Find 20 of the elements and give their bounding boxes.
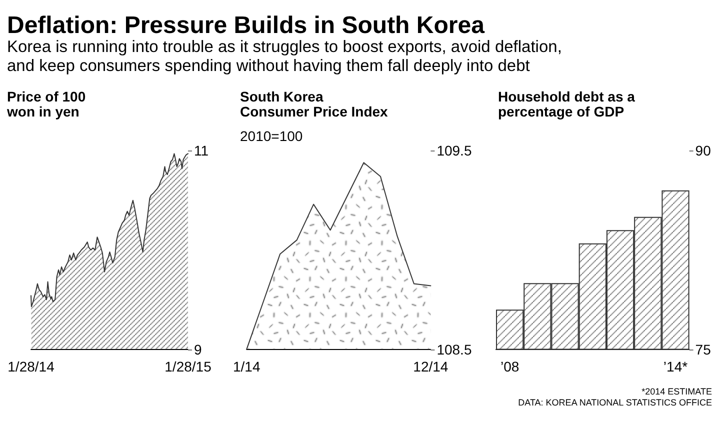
- text: Deflation: Pressure Builds in South Korea: [7, 12, 484, 40]
- chart-title: Price of 100 won in yen: [6, 88, 90, 120]
- chart-subtitle: 2010=100: [240, 128, 303, 144]
- chart-title: Household debt as a percentage of GDP: [498, 88, 639, 120]
- y-tick-label: 109.5: [436, 142, 472, 159]
- x-tick-label: 1/14: [233, 358, 260, 374]
- y-tick-label: 11: [194, 142, 209, 159]
- y-tick-label: 9: [194, 341, 202, 358]
- y-tick-label: 90: [695, 142, 712, 159]
- text: *2014 ESTIMATE: [642, 386, 712, 396]
- text: Korea is running into trouble as it struggles to boost exports, avoid deflation, and keep consumers spending without having them fall deeply into debt: [7, 38, 563, 75]
- x-tick-label: ’08: [500, 358, 520, 374]
- x-tick-label: ’14*: [663, 358, 688, 374]
- y-tick-label: 75: [695, 341, 712, 358]
- x-tick-label: 12/14: [413, 358, 448, 374]
- y-tick-label: 108.5: [436, 341, 472, 358]
- x-tick-label: 1/28/14: [8, 358, 55, 374]
- chart-title: South Korea Consumer Price Index: [240, 88, 388, 120]
- x-tick-label: 1/28/15: [164, 358, 212, 374]
- text: DATA: KOREA NATIONAL STATISTICS OFFICE: [518, 398, 712, 408]
